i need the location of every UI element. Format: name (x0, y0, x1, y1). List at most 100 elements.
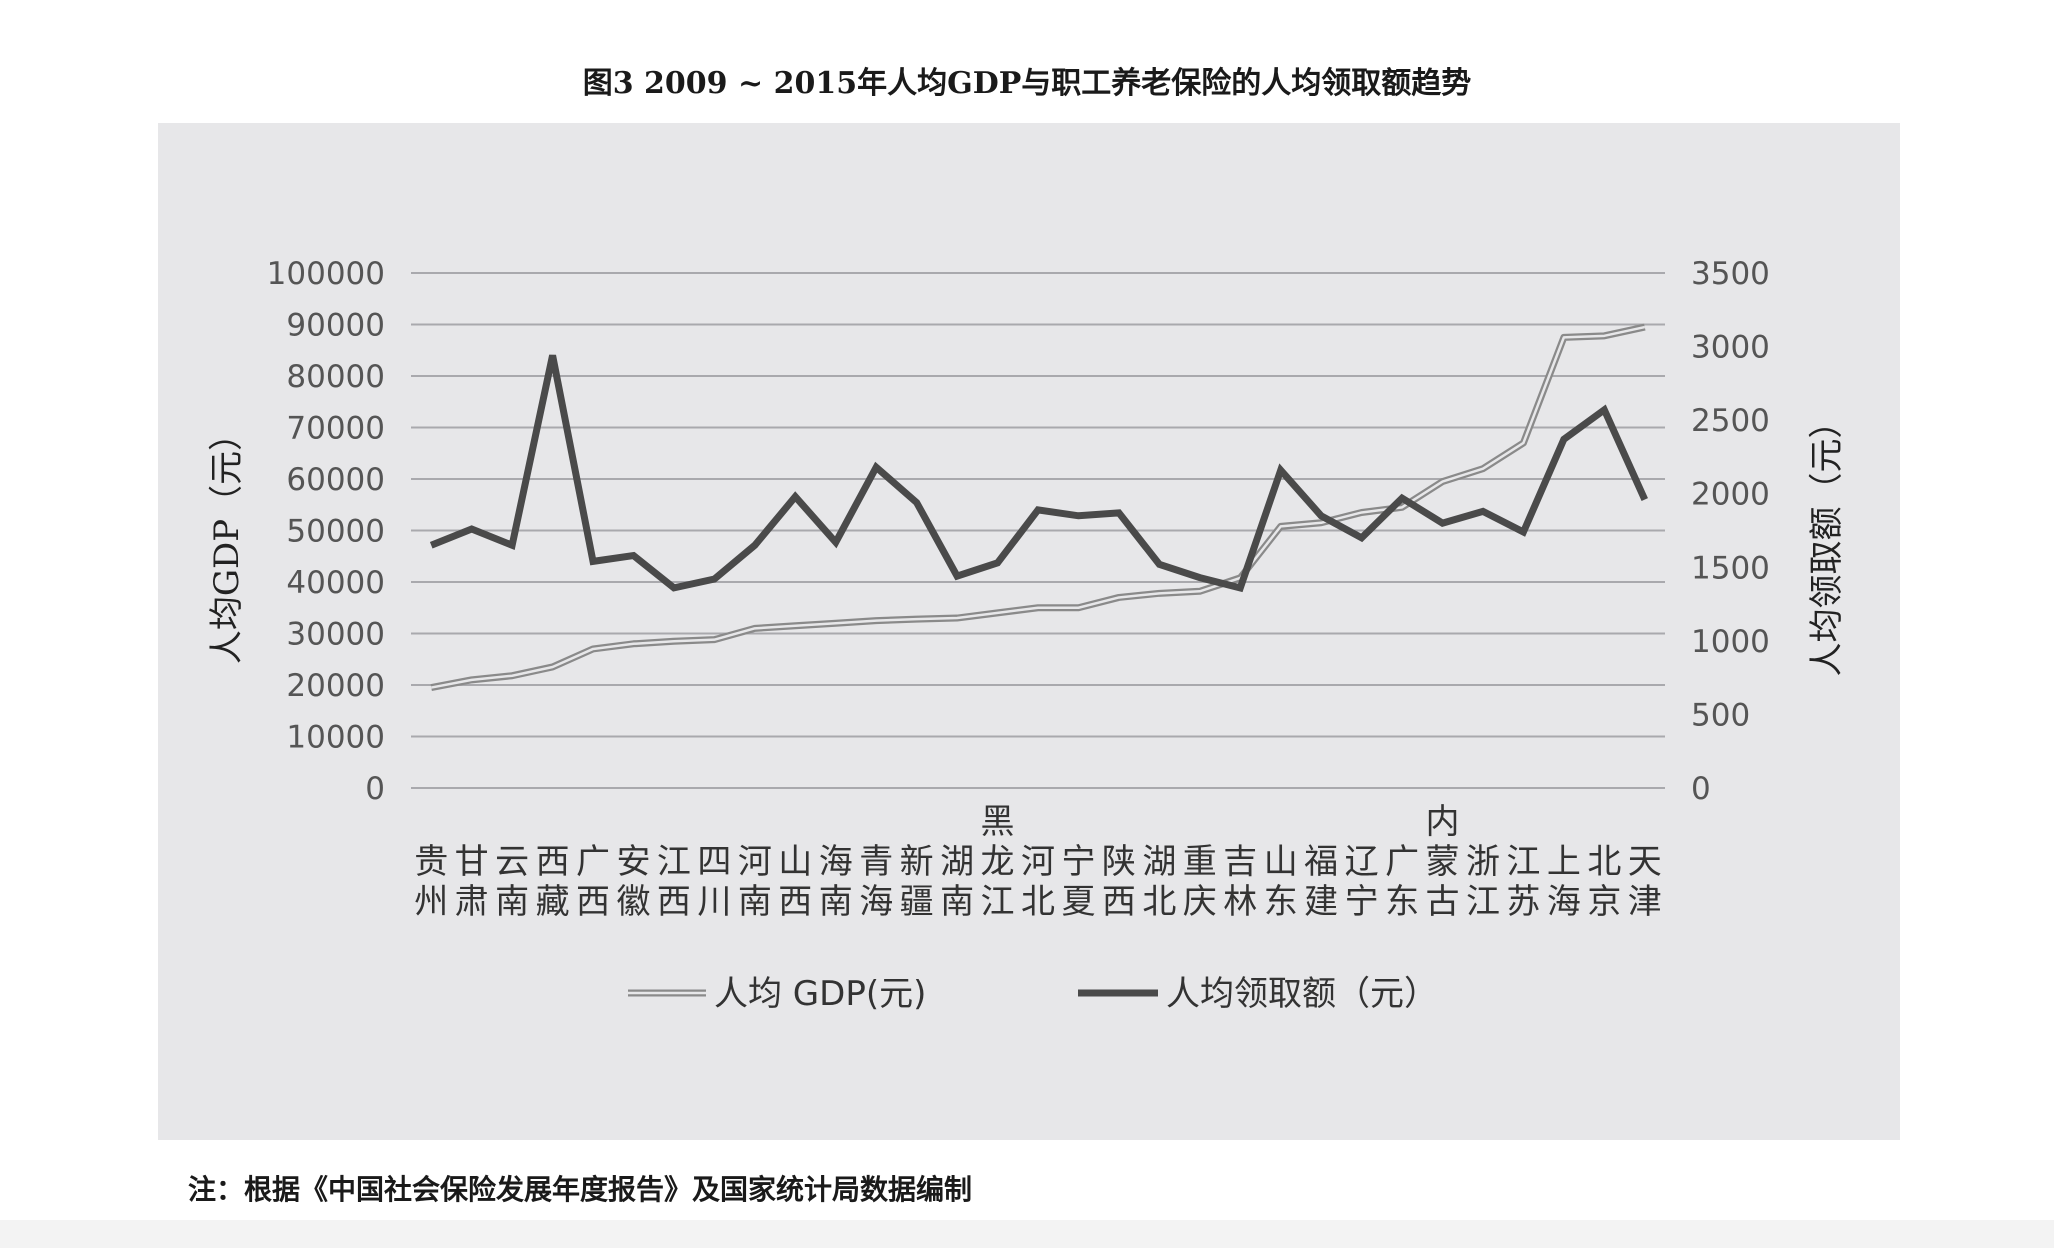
category-label-char: 海 (859, 882, 893, 922)
category-label-char: 上 (1547, 842, 1581, 882)
right-axis-tick-label: 2000 (1691, 477, 1770, 513)
category-label-char: 州 (414, 882, 448, 922)
gdp-data-point (1642, 324, 1648, 330)
gdp-data-point (792, 623, 798, 629)
category-label-char: 宁 (1061, 842, 1095, 882)
legend-gdp-label: 人均 GDP(元) (714, 974, 926, 1014)
left-axis-tick-label: 40000 (286, 565, 385, 601)
category-label-char: 龙 (981, 842, 1015, 882)
gdp-data-point (1601, 333, 1607, 339)
gdp-data-point (1359, 509, 1365, 515)
category-label-char: 东 (1385, 882, 1419, 922)
gdp-data-point (1561, 334, 1567, 340)
pension-data-point (833, 539, 839, 545)
category-label-char: 北 (1142, 882, 1176, 922)
category-label-char: 徽 (616, 882, 650, 922)
category-label-char: 古 (1426, 882, 1460, 922)
category-label-char: 四 (697, 842, 731, 882)
category-label-char: 江 (981, 882, 1015, 922)
pension-data-point (1520, 529, 1526, 535)
gdp-data-point (995, 610, 1001, 616)
category-label-char: 苏 (1506, 882, 1540, 922)
pension-data-point (1075, 513, 1081, 519)
left-axis-tick-label: 90000 (286, 308, 385, 344)
category-label-char: 林 (1223, 882, 1257, 922)
pension-data-point (630, 553, 636, 559)
gdp-data-point (469, 677, 475, 683)
category-label-char: 庆 (1183, 882, 1217, 922)
gdp-data-point (1440, 479, 1446, 485)
left-axis-tick-label: 100000 (267, 256, 385, 292)
gdp-data-point (954, 615, 960, 621)
pension-data-point (1399, 495, 1405, 501)
line-chart: 0100002000030000400005000060000700008000… (207, 256, 1847, 1014)
category-label-char: 黑 (981, 802, 1015, 842)
gdp-data-point (1156, 590, 1162, 596)
pension-data-point (1035, 507, 1041, 513)
category-label-char: 西 (536, 842, 570, 882)
chart-panel: 0 10000 20000 30000 40000 50000 60000 70000 8000… (158, 123, 1900, 1140)
gdp-data-point (1237, 575, 1243, 581)
category-label-char: 海 (1547, 882, 1581, 922)
pension-data-point (550, 352, 556, 358)
pension-data-point (1156, 561, 1162, 567)
pension-data-point (428, 542, 434, 548)
right-axis-tick-label: 1500 (1691, 550, 1770, 586)
category-label-char: 天 (1628, 842, 1662, 882)
gdp-data-point (590, 646, 596, 652)
category-label-char: 藏 (536, 882, 570, 922)
category-label-char: 海 (819, 842, 853, 882)
gdp-data-point (630, 641, 636, 647)
figure-title: 图3 2009 ~ 2015年人均GDP与职工养老保险的人均领取额趋势 (582, 66, 1472, 101)
gdp-data-point (1278, 523, 1284, 529)
pension-data-point (1237, 585, 1243, 591)
category-label-char: 肃 (455, 882, 489, 922)
category-label-char: 湖 (940, 842, 974, 882)
category-label-char: 云 (495, 842, 529, 882)
pension-data-point (1601, 407, 1607, 413)
pension-data-point (873, 464, 879, 470)
pension-data-point (1642, 497, 1648, 503)
gdp-data-point (550, 664, 556, 670)
category-label-char: 江 (1506, 842, 1540, 882)
category-label-char: 北 (1021, 882, 1055, 922)
pension-data-point (752, 542, 758, 548)
category-label-char: 建 (1304, 882, 1338, 922)
pension-data-point (792, 494, 798, 500)
right-axis-title: 人均领取额（元） (1807, 405, 1847, 677)
left-axis-title: 人均GDP（元） (207, 417, 247, 664)
category-label-char: 广 (1385, 842, 1419, 882)
left-axis-tick-label: 70000 (286, 411, 385, 447)
category-label-char: 南 (940, 882, 974, 922)
gdp-data-point (1480, 466, 1486, 472)
gdp-data-point (1520, 440, 1526, 446)
pension-data-point (1197, 575, 1203, 581)
category-label-char: 夏 (1061, 882, 1095, 922)
gdp-data-point (1399, 504, 1405, 510)
category-label-char: 陕 (1102, 842, 1136, 882)
category-label-char: 南 (819, 882, 853, 922)
pension-data-point (1359, 535, 1365, 541)
series-gdp-line-inner (430, 325, 1646, 689)
series-pension-line (429, 354, 1648, 593)
legend-pension-label: 人均领取额（元） (1166, 974, 1438, 1014)
category-label-char: 南 (495, 882, 529, 922)
category-label-char: 湖 (1142, 842, 1176, 882)
right-axis-tick-label: 1000 (1691, 624, 1770, 660)
pension-data-point (1318, 513, 1324, 519)
gdp-data-point (833, 620, 839, 626)
category-label-char: 青 (859, 842, 893, 882)
category-label-char: 北 (1587, 842, 1621, 882)
left-axis-tick-label: 80000 (286, 359, 385, 395)
category-label-char: 甘 (455, 842, 489, 882)
gdp-data-point (509, 673, 515, 679)
category-label-char: 山 (778, 842, 812, 882)
category-label-char: 西 (778, 882, 812, 922)
gdp-data-point (711, 637, 717, 643)
category-label-char: 吉 (1223, 842, 1257, 882)
category-label-char: 西 (1102, 882, 1136, 922)
gdp-data-point (873, 618, 879, 624)
figure-note: 注：根据《中国社会保险发展年度报告》及国家统计局数据编制 (188, 1173, 973, 1206)
category-label-char: 福 (1304, 842, 1338, 882)
pension-data-point (590, 558, 596, 564)
